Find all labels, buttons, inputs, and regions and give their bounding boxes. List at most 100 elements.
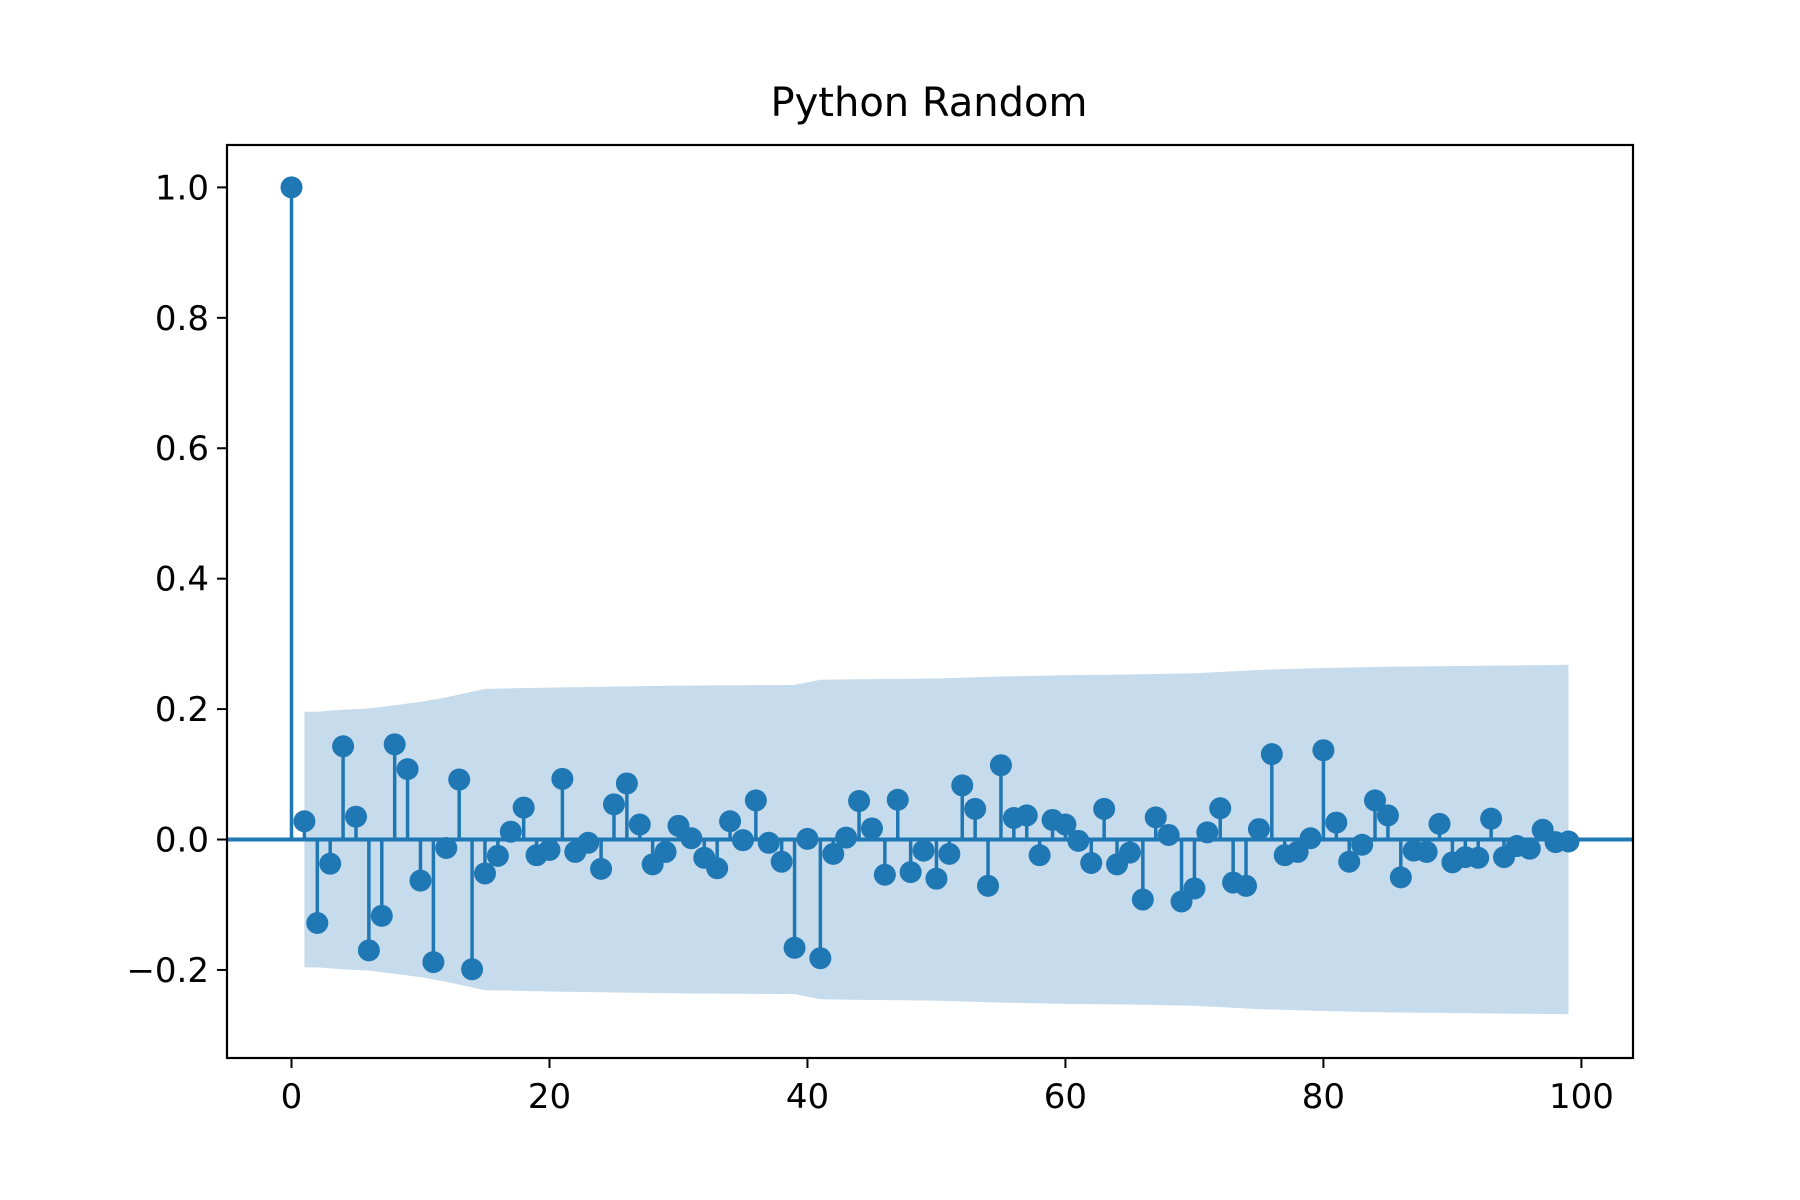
- stem-marker: [925, 867, 948, 890]
- stem-marker: [512, 796, 535, 819]
- stem-marker: [435, 837, 458, 860]
- stem-marker: [1144, 806, 1167, 829]
- stem-marker: [848, 790, 871, 813]
- y-tick-label: −0.2: [126, 951, 209, 991]
- stem-marker: [448, 768, 471, 791]
- stem-marker: [1054, 813, 1077, 836]
- stem-marker: [332, 735, 355, 758]
- axes-frame: [225, 143, 1635, 1060]
- stem-marker: [1351, 833, 1374, 856]
- stem-marker: [628, 813, 651, 836]
- stem-marker: [383, 733, 406, 756]
- y-tick-label: 1.0: [155, 168, 209, 208]
- stem-marker: [280, 176, 303, 199]
- stem-marker: [964, 797, 987, 820]
- stem-marker: [293, 810, 316, 833]
- stem-marker: [977, 874, 1000, 897]
- x-tick-label: 100: [1549, 1077, 1614, 1117]
- stem-marker: [912, 839, 935, 862]
- stem-marker: [744, 789, 767, 812]
- stem-marker: [719, 810, 742, 833]
- stem-marker: [1260, 743, 1283, 766]
- stem-marker: [1480, 807, 1503, 830]
- stem-marker: [951, 774, 974, 797]
- x-tick-label: 60: [1044, 1077, 1087, 1117]
- stem-marker: [551, 767, 574, 790]
- stem-marker: [783, 936, 806, 959]
- stem-marker: [461, 958, 484, 981]
- x-tick-label: 20: [528, 1077, 571, 1117]
- stem-marker: [1364, 789, 1387, 812]
- x-tick-label: 80: [1302, 1077, 1345, 1117]
- stem-marker: [1518, 837, 1541, 860]
- stem-marker: [654, 840, 677, 863]
- stem-marker: [731, 829, 754, 852]
- stem-marker: [486, 844, 509, 867]
- stem-marker: [473, 862, 496, 885]
- stem-marker: [344, 805, 367, 828]
- stem-marker: [809, 947, 832, 970]
- stem-marker: [1312, 739, 1335, 762]
- stem-marker: [1389, 866, 1412, 889]
- stem-marker: [757, 831, 780, 854]
- stem-marker: [1131, 888, 1154, 911]
- x-tick-label: 0: [281, 1077, 303, 1117]
- stem-marker: [770, 850, 793, 873]
- stem-marker: [590, 857, 613, 880]
- x-tick-label: 40: [786, 1077, 829, 1117]
- stem-marker: [1028, 844, 1051, 867]
- stem-marker: [1093, 797, 1116, 820]
- chart-title: Python Random: [771, 80, 1088, 126]
- stem-marker: [1428, 812, 1451, 835]
- stem-marker: [1080, 852, 1103, 875]
- stem-marker: [357, 939, 380, 962]
- stem-marker: [989, 754, 1012, 777]
- stem-marker: [1067, 829, 1090, 852]
- y-tick-label: 0.2: [155, 690, 209, 730]
- y-tick-label: 0.6: [155, 429, 209, 469]
- stem-marker: [1235, 874, 1258, 897]
- stem-marker: [873, 863, 896, 886]
- stem-marker: [1467, 846, 1490, 869]
- axes: 0 20 40 60 80 100 −0.2 0.0 0.2 0.4 0.6 0.8 1.0: [126, 143, 1635, 1117]
- stem-marker: [860, 817, 883, 840]
- stem-marker: [886, 788, 909, 811]
- stem-marker: [1183, 877, 1206, 900]
- stem-marker: [538, 838, 561, 861]
- stem-marker: [822, 842, 845, 865]
- stem-marker: [319, 852, 342, 875]
- stem-marker: [1325, 811, 1348, 834]
- stem-marker: [1299, 827, 1322, 850]
- y-tick-label: 0.8: [155, 299, 209, 339]
- stem-marker: [680, 827, 703, 850]
- stem-marker: [835, 826, 858, 849]
- stem-marker: [422, 951, 445, 974]
- stem-marker: [396, 758, 419, 781]
- stem-marker: [409, 869, 432, 892]
- stem-marker: [602, 793, 625, 816]
- stem-marker: [1196, 821, 1219, 844]
- stem-marker: [1118, 841, 1141, 864]
- stem-marker: [1209, 797, 1232, 820]
- stem-marker: [1557, 830, 1580, 853]
- stem-marker: [1286, 840, 1309, 863]
- stem-marker: [615, 772, 638, 795]
- stem-marker: [899, 861, 922, 884]
- stem-marker: [938, 842, 961, 865]
- stem-marker: [577, 831, 600, 854]
- plot-area: [227, 176, 1633, 1015]
- stem-marker: [1415, 840, 1438, 863]
- stem-marker: [1376, 804, 1399, 827]
- stem-marker: [1015, 804, 1038, 827]
- stem-marker: [499, 820, 522, 843]
- stem-marker: [796, 827, 819, 850]
- stem-marker: [1157, 823, 1180, 846]
- stem-marker: [1338, 850, 1361, 873]
- y-tick-label: 0.0: [155, 821, 209, 861]
- stem-marker: [306, 912, 329, 935]
- stem-marker: [370, 904, 393, 927]
- y-tick-label: 0.4: [155, 560, 209, 600]
- stem-marker: [706, 857, 729, 880]
